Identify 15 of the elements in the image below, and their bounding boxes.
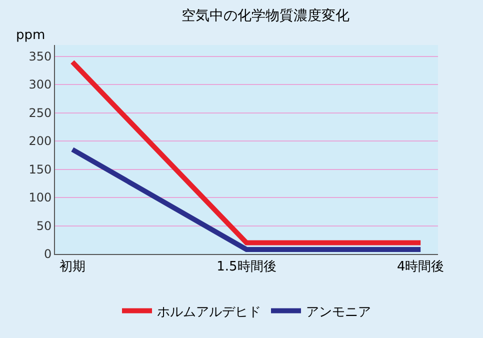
y-tick-label: 200 bbox=[28, 134, 52, 148]
x-tick-label: 初期 bbox=[59, 260, 86, 275]
y-axis-title: ppm bbox=[16, 28, 46, 43]
x-tick-label: 4時間後 bbox=[396, 260, 444, 275]
legend-label: ホルムアルデヒド bbox=[157, 304, 261, 320]
y-tick-label: 250 bbox=[28, 106, 52, 120]
y-tick-label: 300 bbox=[28, 78, 52, 92]
y-tick-label: 50 bbox=[36, 218, 52, 233]
legend-label: アンモニア bbox=[306, 304, 371, 320]
y-tick-label: 350 bbox=[28, 50, 52, 64]
chart-title: 空気中の化学物質濃度変化 bbox=[182, 8, 350, 24]
y-tick-label: 100 bbox=[28, 190, 52, 205]
y-tick-label: 150 bbox=[28, 162, 52, 176]
x-tick-label: 1.5時間後 bbox=[216, 260, 276, 275]
y-tick-label: 0 bbox=[44, 247, 52, 262]
